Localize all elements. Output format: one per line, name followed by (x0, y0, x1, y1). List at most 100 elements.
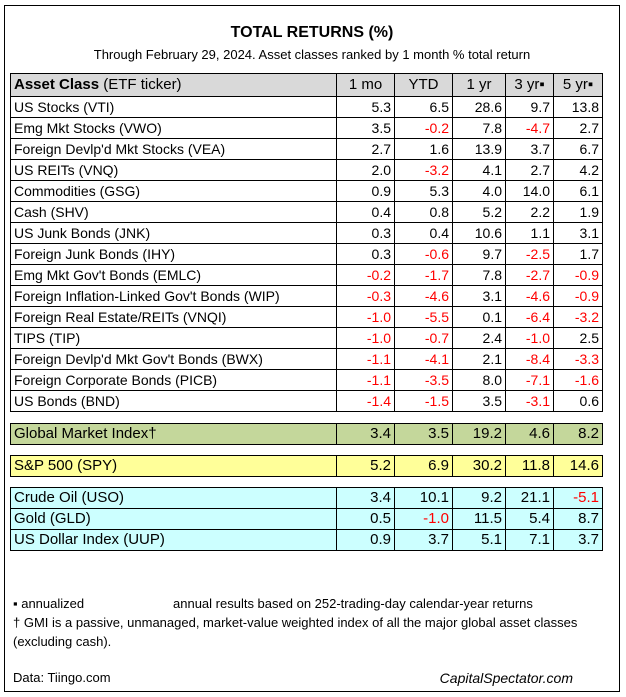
return-5yr: 1.9 (553, 201, 603, 223)
return-5yr: -0.9 (553, 285, 603, 307)
return-1yr: 28.6 (452, 96, 506, 118)
header-asset-class: Asset Class (ETF ticker) (10, 73, 337, 97)
brand-label: CapitalSpectator.com (439, 670, 573, 686)
asset-name: US Bonds (BND) (10, 390, 337, 412)
return-1mo: 0.4 (336, 201, 395, 223)
return-1yr: 9.2 (452, 487, 506, 509)
return-ytd: -1.0 (394, 508, 453, 530)
return-5yr: -1.6 (553, 369, 603, 391)
return-1mo: -1.4 (336, 390, 395, 412)
return-3yr: 11.8 (505, 455, 554, 477)
asset-name: Foreign Corporate Bonds (PICB) (10, 369, 337, 391)
return-5yr: 3.1 (553, 222, 603, 244)
asset-row: Foreign Real Estate/REITs (VNQI) -1.0 -5.5… (10, 306, 603, 328)
asset-row: Cash (SHV) 0.4 0.8 5.2 2.2 1.9 (10, 201, 603, 223)
return-1yr: 4.1 (452, 159, 506, 181)
return-ytd: 3.5 (394, 423, 453, 445)
asset-name: TIPS (TIP) (10, 327, 337, 349)
return-3yr: -4.6 (505, 285, 554, 307)
return-ytd: 3.7 (394, 529, 453, 551)
commodity-row: Crude Oil (USO) 3.4 10.1 9.2 21.1 -5.1 (10, 487, 603, 509)
return-1mo: -1.0 (336, 327, 395, 349)
header-row: Asset Class (ETF ticker) 1 mo YTD 1 yr 3… (10, 73, 603, 97)
asset-row: TIPS (TIP) -1.0 -0.7 2.4 -1.0 2.5 (10, 327, 603, 349)
return-3yr: 2.2 (505, 201, 554, 223)
return-1yr: 7.8 (452, 264, 506, 286)
return-ytd: -3.2 (394, 159, 453, 181)
return-1yr: 2.1 (452, 348, 506, 370)
return-1mo: 2.7 (336, 138, 395, 160)
asset-name: US Stocks (VTI) (10, 96, 337, 118)
asset-row: Commodities (GSG) 0.9 5.3 4.0 14.0 6.1 (10, 180, 603, 202)
asset-name: Crude Oil (USO) (10, 487, 337, 509)
return-1mo: 5.3 (336, 96, 395, 118)
asset-row: Emg Mkt Gov't Bonds (EMLC) -0.2 -1.7 7.8 -2.… (10, 264, 603, 286)
return-1yr: 2.4 (452, 327, 506, 349)
return-ytd: 6.9 (394, 455, 453, 477)
asset-row: US Stocks (VTI) 5.3 6.5 28.6 9.7 13.8 (10, 96, 603, 118)
return-5yr: -0.9 (553, 264, 603, 286)
return-5yr: 4.2 (553, 159, 603, 181)
return-ytd: 0.8 (394, 201, 453, 223)
asset-row: Foreign Inflation-Linked Gov't Bonds (WI… (10, 285, 603, 307)
asset-row: Foreign Devlp'd Mkt Stocks (VEA) 2.7 1.6 13… (10, 138, 603, 160)
return-1yr: 5.2 (452, 201, 506, 223)
asset-name: Foreign Devlp'd Mkt Stocks (VEA) (10, 138, 337, 160)
return-1yr: 10.6 (452, 222, 506, 244)
return-3yr: -7.1 (505, 369, 554, 391)
asset-row: US Bonds (BND) -1.4 -1.5 3.5 -3.1 0.6 (10, 390, 603, 412)
asset-name: US Junk Bonds (JNK) (10, 222, 337, 244)
asset-name: S&P 500 (SPY) (10, 455, 337, 477)
asset-row: Emg Mkt Stocks (VWO) 3.5 -0.2 7.8 -4.7 2.7 (10, 117, 603, 139)
return-ytd: 0.4 (394, 222, 453, 244)
return-ytd: 6.5 (394, 96, 453, 118)
return-1mo: -1.1 (336, 369, 395, 391)
return-1mo: 0.9 (336, 529, 395, 551)
return-1mo: 0.9 (336, 180, 395, 202)
return-ytd: 10.1 (394, 487, 453, 509)
asset-row: US Junk Bonds (JNK) 0.3 0.4 10.6 1.1 3.1 (10, 222, 603, 244)
return-ytd: -0.6 (394, 243, 453, 265)
return-1yr: 5.1 (452, 529, 506, 551)
return-1mo: 3.4 (336, 423, 395, 445)
return-3yr: 7.1 (505, 529, 554, 551)
return-3yr: 1.1 (505, 222, 554, 244)
return-3yr: -4.7 (505, 117, 554, 139)
return-1yr: 8.0 (452, 369, 506, 391)
return-1mo: 3.4 (336, 487, 395, 509)
return-3yr: 14.0 (505, 180, 554, 202)
return-ytd: -4.6 (394, 285, 453, 307)
return-ytd: -4.1 (394, 348, 453, 370)
return-5yr: 13.8 (553, 96, 603, 118)
header-asset-class-bold: Asset Class (14, 76, 100, 93)
header-asset-class-ticker: (ETF ticker) (99, 76, 182, 93)
asset-row: Foreign Junk Bonds (IHY) 0.3 -0.6 9.7 -2.5 1.… (10, 243, 603, 265)
return-5yr: 6.7 (553, 138, 603, 160)
return-5yr: 14.6 (553, 455, 603, 477)
asset-name: Cash (SHV) (10, 201, 337, 223)
asset-name: Foreign Real Estate/REITs (VNQI) (10, 306, 337, 328)
return-5yr: -5.1 (553, 487, 603, 509)
gmi-row: Global Market Index† 3.4 3.5 19.2 4.6 8.2 (10, 423, 603, 445)
return-ytd: 5.3 (394, 180, 453, 202)
return-1mo: 0.3 (336, 243, 395, 265)
return-1mo: 0.3 (336, 222, 395, 244)
return-ytd: -0.7 (394, 327, 453, 349)
return-1mo: 5.2 (336, 455, 395, 477)
return-1yr: 30.2 (452, 455, 506, 477)
gmi-note: † GMI is a passive, unmanaged, market-va… (13, 615, 578, 649)
return-1mo: 0.5 (336, 508, 395, 530)
annualized-note: ▪ annualized annual results based on 252… (13, 594, 613, 613)
return-5yr: 2.7 (553, 117, 603, 139)
asset-name: Commodities (GSG) (10, 180, 337, 202)
asset-name: US REITs (VNQ) (10, 159, 337, 181)
spacer-cell (10, 411, 603, 424)
asset-row: Foreign Devlp'd Mkt Gov't Bonds (BWX) -1.… (10, 348, 603, 370)
asset-name: Emg Mkt Stocks (VWO) (10, 117, 337, 139)
return-5yr: 6.1 (553, 180, 603, 202)
spacer-row (10, 476, 603, 488)
return-1mo: 3.5 (336, 117, 395, 139)
asset-name: Foreign Devlp'd Mkt Gov't Bonds (BWX) (10, 348, 337, 370)
asset-name: Global Market Index† (10, 423, 337, 445)
return-1mo: -0.3 (336, 285, 395, 307)
